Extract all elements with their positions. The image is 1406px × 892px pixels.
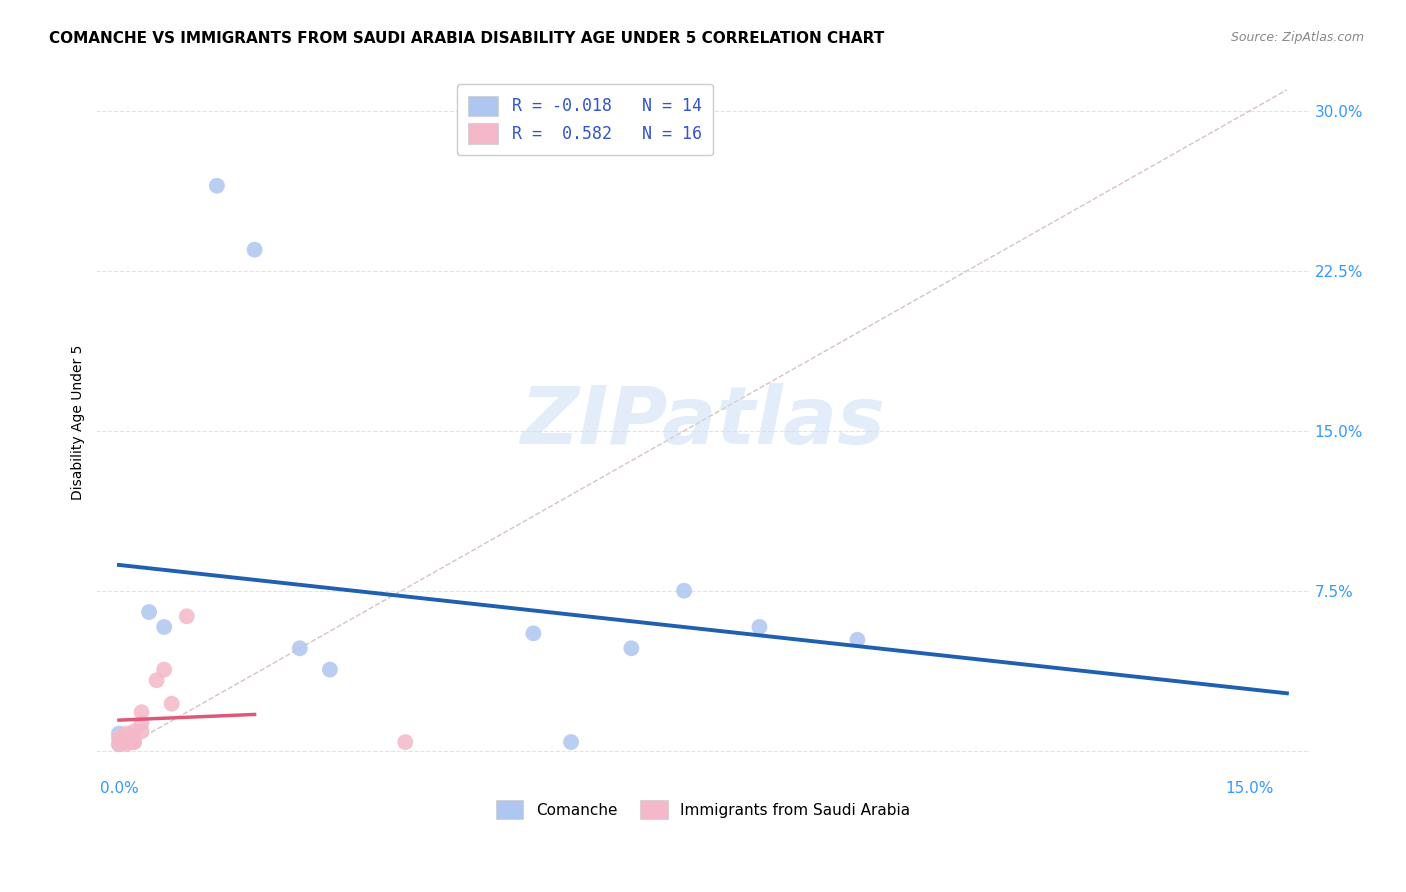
Point [243,243,266,257]
Point [748,620,770,634]
Text: ZIPatlas: ZIPatlas [520,384,886,461]
Y-axis label: Disability Age Under 5: Disability Age Under 5 [72,344,86,500]
Point [122,735,145,749]
Point [176,609,198,624]
Point [145,673,167,688]
Point [131,715,153,730]
Text: COMANCHE VS IMMIGRANTS FROM SAUDI ARABIA DISABILITY AGE UNDER 5 CORRELATION CHAR: COMANCHE VS IMMIGRANTS FROM SAUDI ARABIA… [49,31,884,46]
Point [319,663,342,677]
Point [108,731,131,745]
Point [560,735,582,749]
Point [131,724,153,739]
Point [205,178,228,193]
Point [131,705,153,719]
Point [153,663,176,677]
Point [108,737,131,751]
Point [115,726,138,740]
Point [160,697,183,711]
Point [394,735,416,749]
Point [620,641,643,656]
Point [846,632,869,647]
Point [115,735,138,749]
Point [138,605,160,619]
Point [288,641,311,656]
Point [122,735,145,749]
Point [673,583,696,598]
Text: Source: ZipAtlas.com: Source: ZipAtlas.com [1230,31,1364,45]
Point [122,724,145,739]
Point [108,737,131,751]
Point [522,626,544,640]
Point [108,726,131,740]
Point [153,620,176,634]
Point [115,737,138,751]
Legend: Comanche, Immigrants from Saudi Arabia: Comanche, Immigrants from Saudi Arabia [489,794,917,825]
